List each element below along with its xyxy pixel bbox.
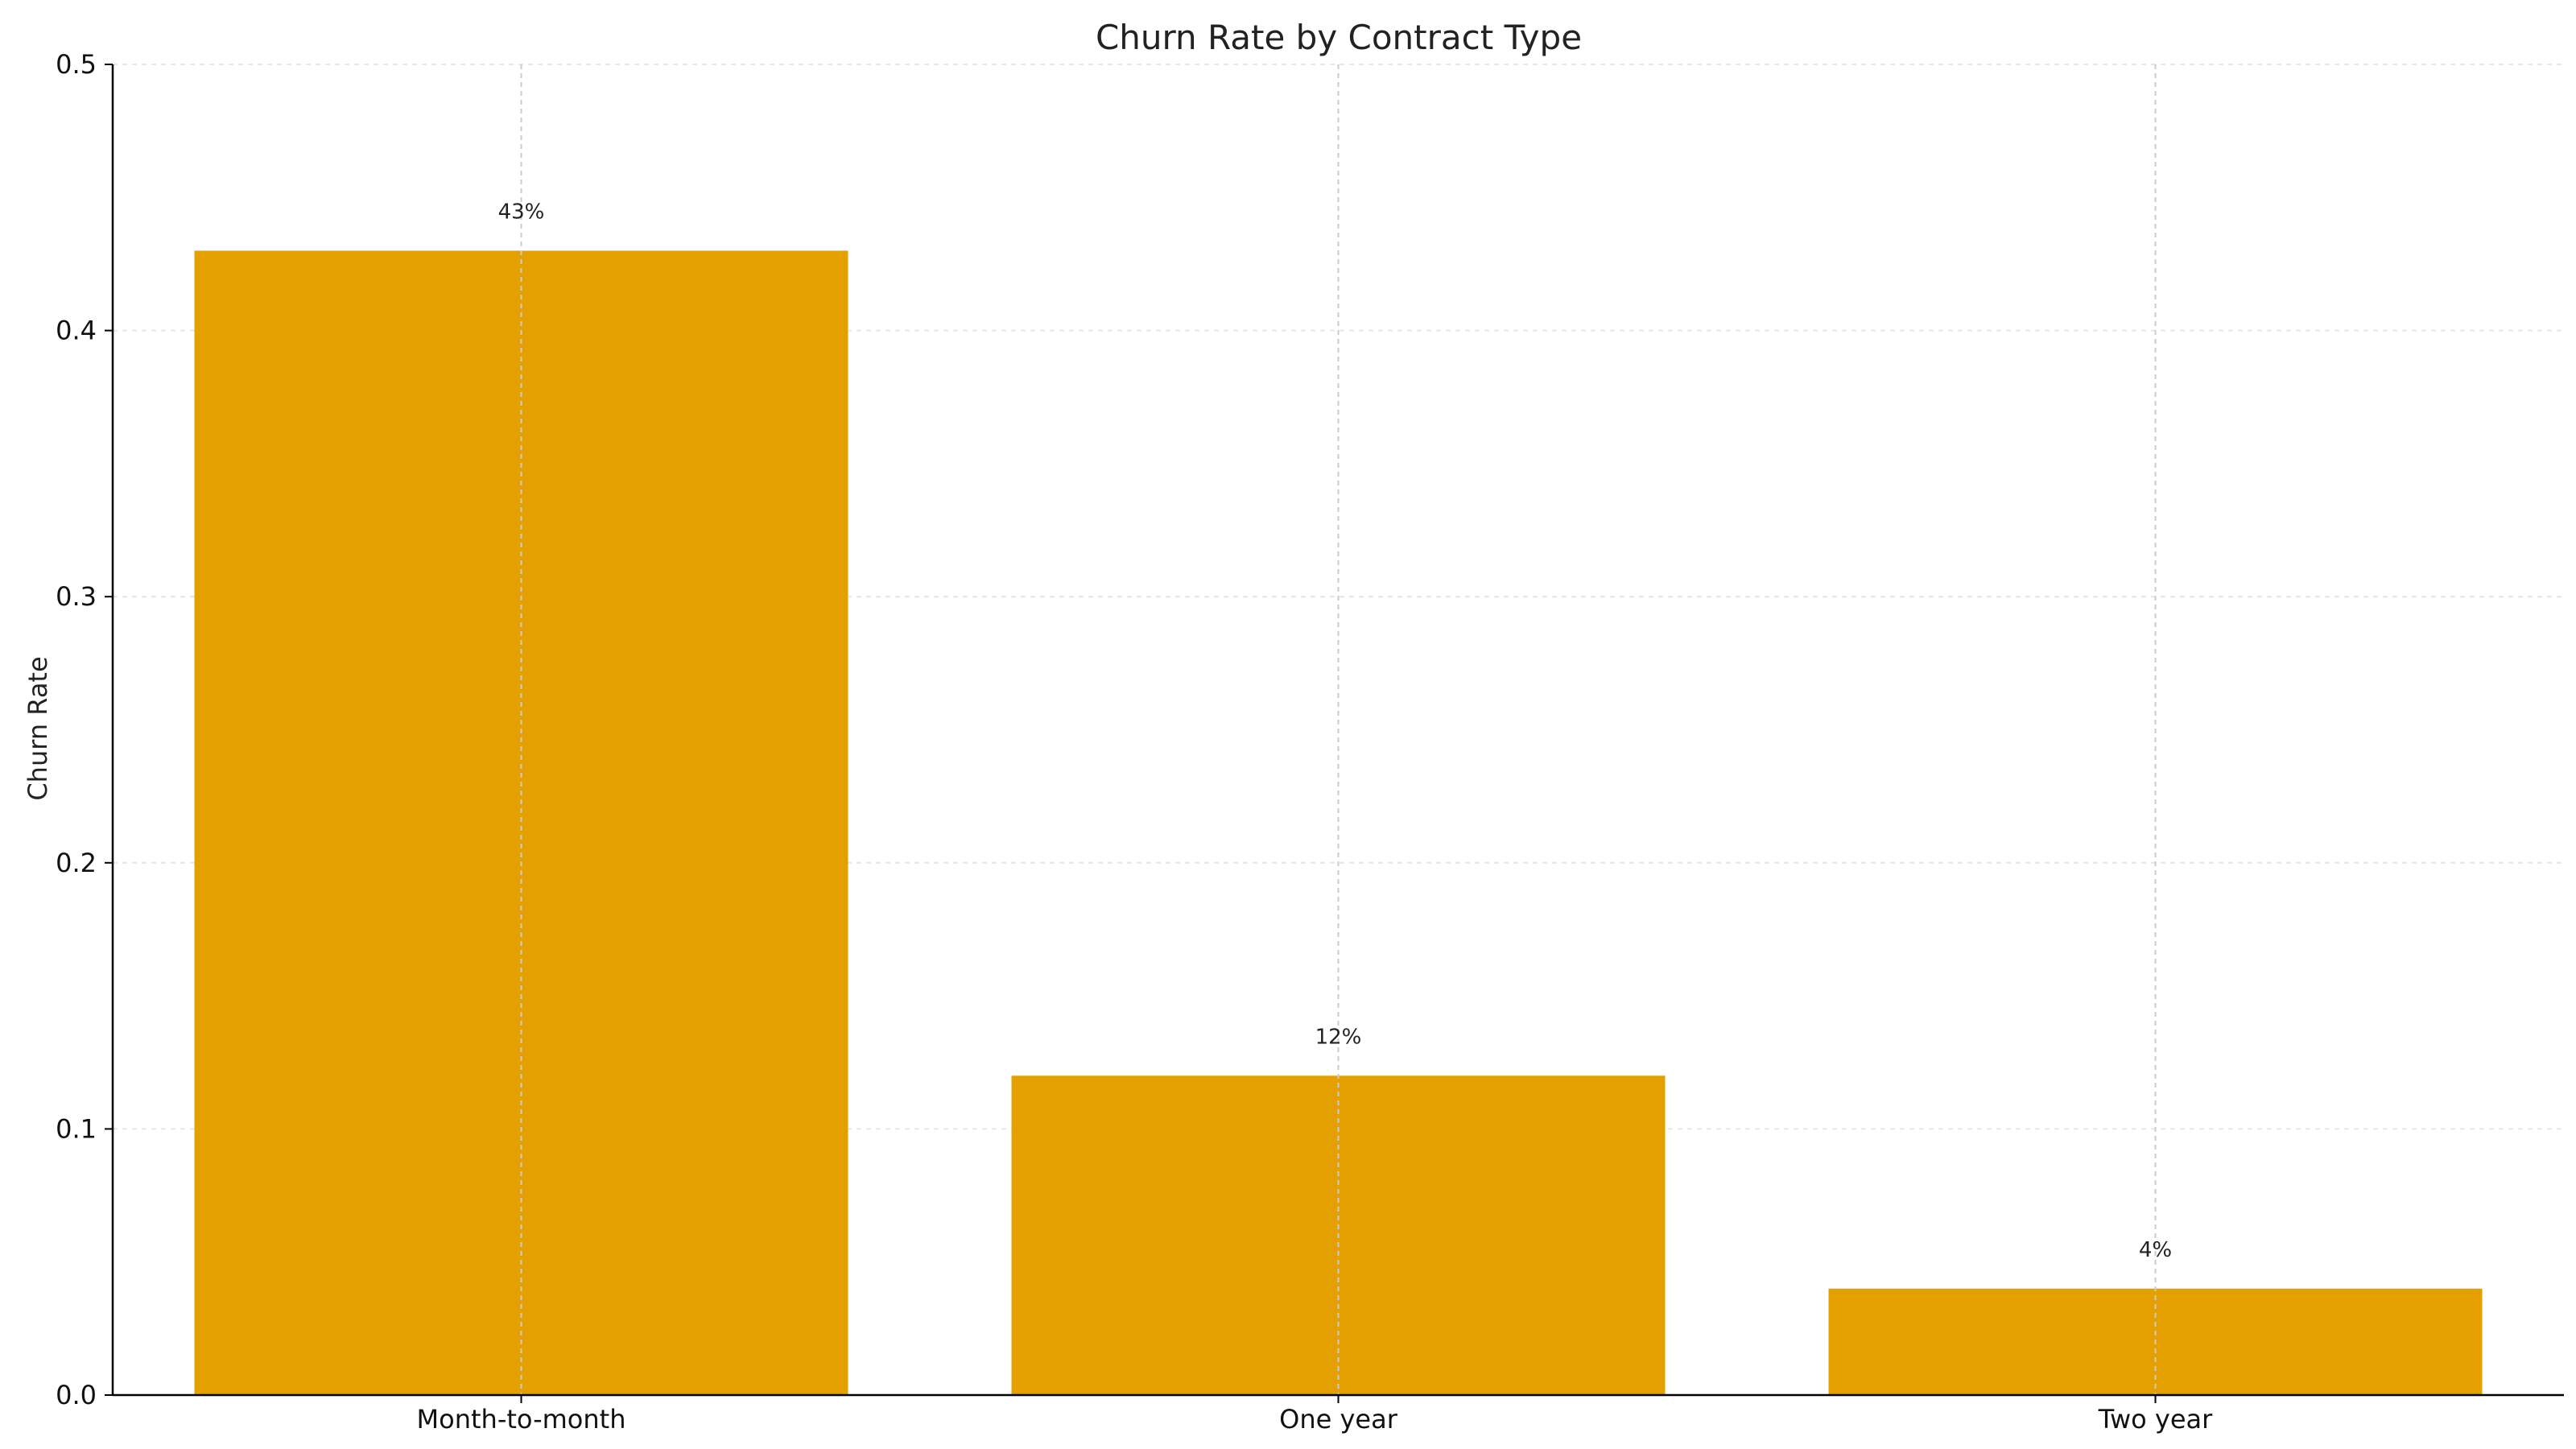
data-label: 4% [2139,1238,2172,1262]
vertical-grid-lines [520,64,2157,1395]
x-tick-label: Two year [2098,1404,2213,1435]
labels: 43% Month-to-month 12% One year 4% Two year 0.… [56,49,2213,1435]
axes [105,64,2564,1403]
data-label: 12% [1315,1025,1362,1049]
data-label: 43% [498,200,545,224]
x-tick-label: Month-to-month [417,1404,626,1435]
y-tick-label: 0.2 [56,848,97,878]
y-tick-label: 0.3 [56,581,97,612]
x-tick-label: One year [1279,1404,1398,1435]
y-tick-label: 0.0 [56,1380,97,1410]
y-axis-label: Churn Rate [23,656,53,800]
y-tick-label: 0.1 [56,1113,97,1144]
bar-month-to-month [194,250,848,1395]
chart-title: Churn Rate by Contract Type [1096,18,1582,57]
y-tick-label: 0.4 [56,316,97,346]
y-tick-label: 0.5 [56,49,97,80]
